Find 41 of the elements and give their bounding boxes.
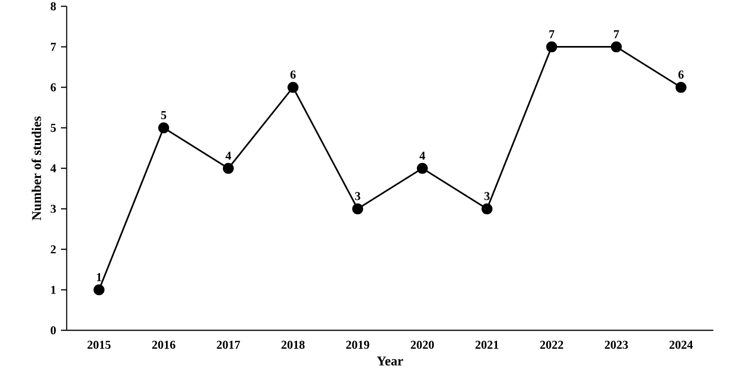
y-tick-label: 2 <box>50 245 56 254</box>
point <box>288 82 298 93</box>
point <box>610 41 622 52</box>
data-label: 6 <box>290 70 296 79</box>
point <box>546 41 558 52</box>
x-axis-title: Year <box>376 356 404 366</box>
data-label: 1 <box>96 273 102 282</box>
data-label: 7 <box>549 30 554 38</box>
y-tick-label: 7 <box>50 42 56 51</box>
data-label: 4 <box>226 152 232 160</box>
x-tick-label: 2015 <box>88 340 111 349</box>
y-tick-label: 0 <box>50 326 56 334</box>
y-tick-label: 1 <box>51 286 56 294</box>
point <box>416 162 428 174</box>
point <box>158 122 170 134</box>
x-tick-label: 2024 <box>669 340 693 349</box>
point <box>222 162 234 174</box>
x-tick-label: 2016 <box>152 340 176 349</box>
data-label: 6 <box>678 70 684 79</box>
x-tick-label: 2021 <box>476 340 498 349</box>
data-label: 5 <box>161 111 166 120</box>
data-label: 4 <box>420 152 426 160</box>
x-tick-label: 2020 <box>410 340 434 349</box>
x-tick-label: 2018 <box>282 340 305 349</box>
point <box>482 203 492 214</box>
y-tick-label: 5 <box>50 124 56 132</box>
data-label: 3 <box>355 192 360 200</box>
y-tick-label: 8 <box>50 2 56 10</box>
data-label: 3 <box>484 192 490 200</box>
point <box>94 284 104 296</box>
x-tick-label: 2017 <box>216 340 240 349</box>
point <box>352 203 364 214</box>
x-tick-label: 2022 <box>540 340 564 349</box>
point <box>676 82 686 93</box>
y-tick-label: 3 <box>50 204 56 213</box>
x-tick-label: 2023 <box>604 340 628 349</box>
x-tick-label: 2019 <box>346 340 370 349</box>
data-label: 7 <box>614 30 620 38</box>
y-tick-label: 4 <box>50 164 56 172</box>
y-axis-title: Number of studies <box>32 116 42 220</box>
y-tick-label: 6 <box>50 83 56 92</box>
